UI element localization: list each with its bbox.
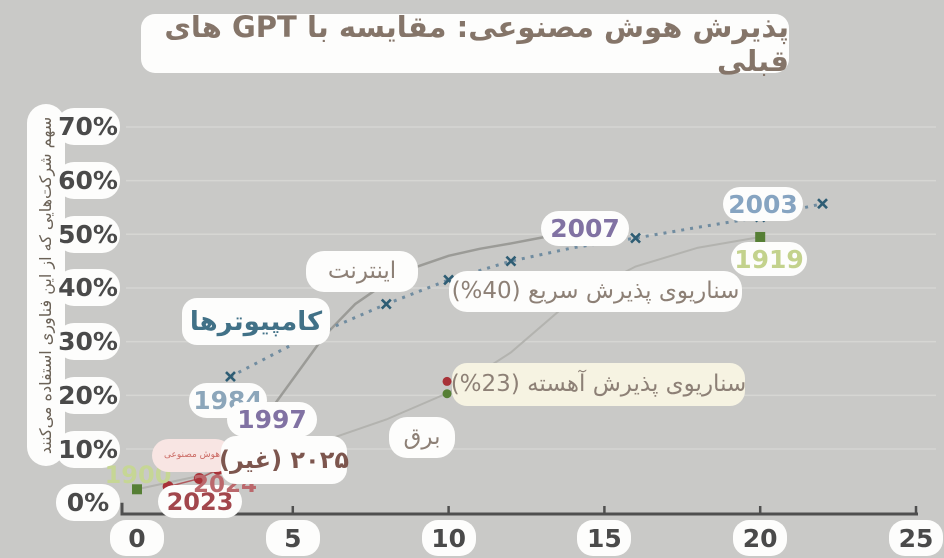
computers-label: کامپیوترها xyxy=(182,298,330,345)
chart-title: پذیرش هوش مصنوعی: مقایسه با GPT های قبلی xyxy=(141,10,789,78)
fast-scenario-marker xyxy=(442,376,452,386)
y-tick-label-60: 60% xyxy=(56,162,120,200)
computers-x-marker xyxy=(505,255,517,267)
electricity-endpoint-marker xyxy=(755,231,766,242)
x-tick-label-10: 10 xyxy=(421,520,476,556)
x-tick-label-5: 5 xyxy=(265,520,320,556)
slow-scenario-marker xyxy=(442,389,452,399)
y-tick-label-30: 30% xyxy=(56,323,120,361)
year-2023: 2023 xyxy=(158,485,242,518)
series-line-computers xyxy=(229,202,823,378)
y-tick-label-50: 50% xyxy=(56,215,120,253)
year-1919: 1919 xyxy=(731,242,807,276)
ai-point-marker xyxy=(193,473,205,485)
computers-x-marker xyxy=(630,232,641,244)
fast-scenario-label: سناریوی پذیرش سریع (40%) xyxy=(449,271,742,312)
x-tick-label-15: 15 xyxy=(577,520,632,556)
x-tick-label-25: 25 xyxy=(889,520,943,556)
year-2003: 2003 xyxy=(723,187,803,221)
y-tick-label-70: 70% xyxy=(56,108,120,146)
x-tick-label-20: 20 xyxy=(733,520,788,556)
electricity-label: برق xyxy=(389,417,455,458)
year-2025: ۲۰۲۵ (غیر) xyxy=(219,436,349,484)
y-tick-label-40: 40% xyxy=(56,269,120,307)
computers-x-marker xyxy=(380,298,392,310)
y-tick-label-0: 0% xyxy=(56,484,120,522)
computers-x-marker xyxy=(225,371,236,382)
y-tick-label-20: 20% xyxy=(56,376,120,414)
year-2007: 2007 xyxy=(541,211,629,246)
year-1997: 1997 xyxy=(227,402,317,437)
x-tick-label-0: 0 xyxy=(110,520,164,556)
computers-x-marker xyxy=(817,198,828,210)
slow-scenario-label: سناریوی پذیرش آهسته (23%) xyxy=(451,363,746,406)
x-axis-line xyxy=(120,502,918,516)
electricity-endpoint-marker xyxy=(132,484,142,495)
ai-label: هوش مصنوعی xyxy=(152,439,232,472)
internet-label: اینترنت xyxy=(306,251,418,292)
y-tick-label-10: 10% xyxy=(56,430,120,468)
y-axis-title-text: سهم شرکت‌هایی که از این فناوری استفاده م… xyxy=(36,116,56,454)
